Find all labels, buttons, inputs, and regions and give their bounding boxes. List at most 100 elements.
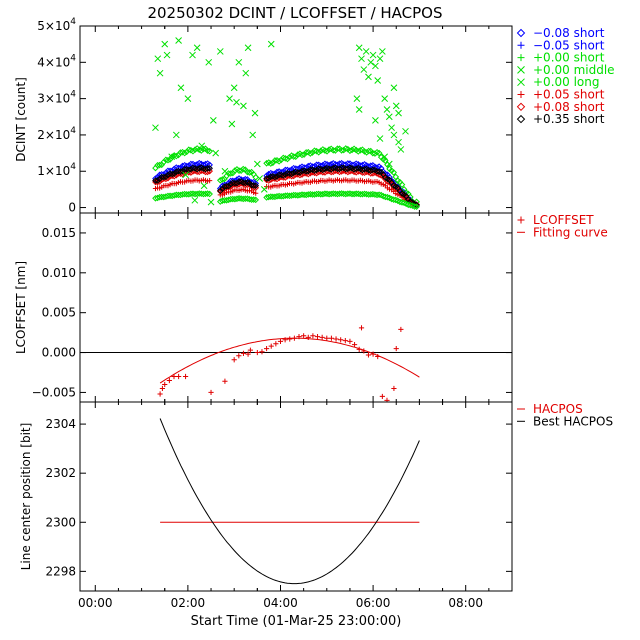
- data-point: [244, 195, 251, 202]
- data-point: [177, 149, 184, 156]
- data-point: [216, 48, 224, 55]
- data-point: [216, 187, 224, 194]
- lcoffset-panel: −0.005 0.000 0.005 0.010 0.015 LCOFFSET [nm] L…: [14, 212, 608, 403]
- legend-marker-swatch: [516, 114, 526, 124]
- data-point: [253, 190, 259, 196]
- data-point: [369, 51, 377, 59]
- data-point: [279, 172, 287, 179]
- data-point: [375, 191, 383, 198]
- data-point: [253, 160, 261, 168]
- legend-entry: HACPOS: [517, 402, 583, 416]
- data-point: [282, 192, 289, 199]
- data-point: [390, 84, 398, 92]
- data-point: [315, 165, 322, 173]
- data-point: [175, 37, 182, 44]
- x-tick-label: 04:00: [263, 596, 298, 610]
- y-tick-label: 2298: [45, 564, 76, 578]
- data-point: [287, 336, 293, 342]
- data-point: [357, 146, 364, 154]
- data-point: [361, 190, 368, 198]
- data-point: [298, 191, 306, 198]
- data-point: [250, 196, 257, 203]
- data-point: [177, 168, 184, 175]
- data-point: [206, 164, 213, 172]
- data-point: [315, 148, 322, 156]
- y-tick-mantissa: 5×10: [37, 19, 70, 33]
- data-point: [231, 167, 239, 174]
- legend-entry: −0.08 short: [516, 26, 605, 40]
- data-point: [344, 190, 352, 197]
- data-point: [354, 148, 362, 155]
- data-point: [397, 146, 405, 153]
- data-point: [411, 203, 418, 210]
- data-point: [338, 164, 345, 172]
- data-point: [398, 181, 406, 188]
- data-point: [334, 145, 341, 153]
- data-point: [375, 353, 381, 360]
- data-point: [267, 193, 275, 200]
- data-point: [325, 146, 333, 153]
- y-tick-exponent: 4: [70, 17, 76, 27]
- data-point: [244, 181, 251, 189]
- hacpos-frame: [79, 401, 513, 592]
- data-point: [307, 150, 314, 157]
- data-point: [182, 373, 189, 380]
- data-point: [230, 84, 238, 92]
- data-point: [319, 166, 327, 174]
- data-point: [166, 377, 172, 384]
- hacpos-y-axis-label: Line center position [bit]: [19, 423, 33, 571]
- y-tick-mantissa: 3×10: [37, 92, 70, 106]
- data-point: [382, 193, 389, 201]
- data-point: [219, 176, 226, 183]
- data-point: [250, 182, 257, 189]
- data-point: [235, 195, 243, 202]
- data-point: [205, 58, 213, 66]
- data-point: [383, 106, 391, 113]
- data-point: [275, 192, 283, 200]
- data-point: [207, 198, 215, 206]
- data-point: [268, 343, 274, 349]
- data-point: [296, 169, 304, 176]
- data-point: [360, 66, 368, 73]
- data-point: [161, 40, 169, 48]
- data-point: [323, 147, 331, 155]
- lcoffset-y-axis-label: LCOFFSET [nm]: [14, 261, 28, 354]
- data-point: [260, 186, 268, 193]
- data-point: [390, 196, 398, 203]
- data-point: [181, 190, 188, 198]
- data-point: [248, 196, 255, 203]
- y-tick-mantissa: 1×10: [37, 164, 70, 178]
- data-point: [388, 195, 395, 203]
- legend-entry: LCOFFSET: [517, 213, 594, 227]
- data-point: [361, 165, 368, 173]
- data-point: [184, 95, 192, 102]
- data-point: [181, 149, 188, 157]
- y-tick-label: 4×104: [37, 53, 76, 69]
- data-point: [355, 106, 363, 113]
- data-point: [390, 131, 398, 139]
- data-point: [346, 164, 354, 172]
- data-point: [195, 190, 203, 197]
- data-point: [367, 58, 375, 66]
- data-point: [170, 172, 178, 180]
- legend-entry: +0.08 short: [516, 100, 605, 114]
- data-point: [372, 62, 379, 70]
- data-point: [241, 179, 249, 187]
- data-point: [223, 182, 230, 190]
- y-tick-label: −0.005: [32, 385, 76, 399]
- legend-entry: Best HACPOS: [517, 414, 613, 428]
- data-point: [351, 341, 358, 348]
- data-point: [163, 51, 171, 59]
- y-tick-label: 2302: [45, 466, 76, 480]
- legend-entry: −0.05 short: [517, 38, 605, 52]
- data-point: [298, 151, 306, 159]
- data-point: [227, 170, 235, 177]
- hacpos-panel: 00:00 02:00 04:00 06:00 08:00 2298 2300 2302 230…: [19, 401, 613, 610]
- legend-label: +0.00 middle: [533, 63, 615, 77]
- data-point: [269, 159, 277, 167]
- data-point: [284, 192, 291, 199]
- data-point: [236, 353, 242, 359]
- legend-entry: Fitting curve: [517, 225, 608, 239]
- data-point: [388, 124, 395, 132]
